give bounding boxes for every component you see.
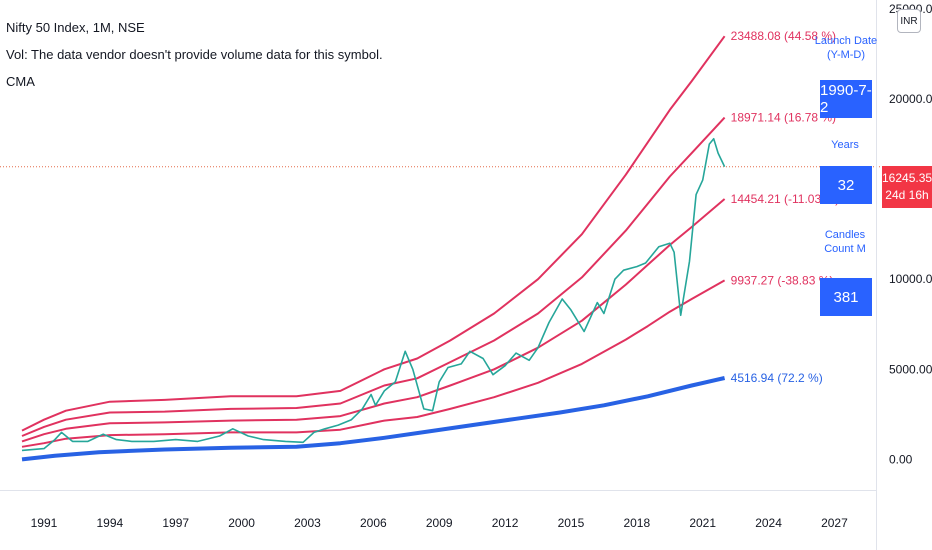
band-line [21,116,726,437]
x-tick-label: 2018 [623,516,650,530]
band-line [21,198,726,443]
x-tick-label: 1997 [162,516,189,530]
x-tick-label: 2012 [492,516,519,530]
last-price-value: 16245.35 [882,171,932,185]
launch-date-value: 1990-7-2 [820,80,872,118]
band-line [21,35,726,432]
legend-symbol: Nifty 50 Index, 1M, NSE [6,20,145,35]
y-tick-label: 10000.00 [889,272,932,286]
x-tick-label: 2024 [755,516,782,530]
y-tick-label: 0.00 [889,452,913,466]
average-label: 4516.94 (72.2 %) [731,371,823,385]
last-price-tag: 16245.35 24d 16h [882,166,932,208]
x-tick-label: 2015 [558,516,585,530]
band-line [21,279,726,448]
band-label: 18971.14 (16.78 %) [731,111,836,125]
x-tick-label: 2003 [294,516,321,530]
y-tick-label: 20000.00 [889,92,932,106]
candles-count-value: 381 [820,278,872,316]
x-tick-label: 2027 [821,516,848,530]
band-label: 14454.21 (-11.03 %) [731,192,840,206]
x-tick-label: 1991 [31,516,58,530]
legend-indicator: CMA [6,74,35,89]
legend-volume: Vol: The data vendor doesn't provide vol… [6,47,383,62]
x-tick-label: 2021 [689,516,716,530]
y-tick-label: 5000.00 [889,362,932,376]
x-tick-label: 2009 [426,516,453,530]
x-tick-label: 1994 [96,516,123,530]
candles-count-label: Candles Count M [824,229,866,255]
price-line [21,137,726,452]
x-tick-label: 2006 [360,516,387,530]
years-value: 32 [820,166,872,204]
launch-date-label: Launch Date (Y-M-D) [814,35,878,61]
band-label: 23488.08 (44.58 %) [731,29,836,43]
years-label: Years [831,139,859,151]
currency-badge[interactable]: INR [897,9,921,33]
band-label: 9937.27 (-38.83 %) [731,273,834,287]
bar-countdown: 24d 16h [885,188,929,202]
x-tick-label: 2000 [228,516,255,530]
average-line [21,376,726,462]
